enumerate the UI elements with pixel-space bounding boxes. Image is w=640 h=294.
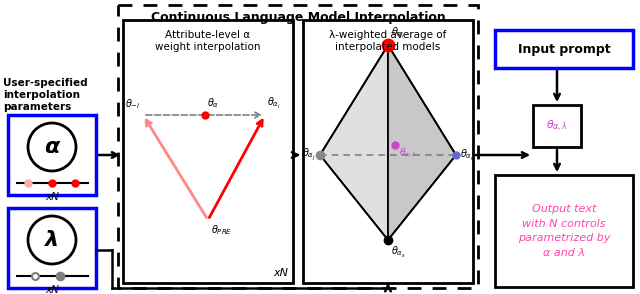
Text: $\theta_{\alpha_i}$: $\theta_{\alpha_i}$ <box>267 96 281 111</box>
Polygon shape <box>388 45 456 240</box>
FancyBboxPatch shape <box>533 105 581 147</box>
Text: $\theta_{\alpha}$: $\theta_{\alpha}$ <box>207 96 220 110</box>
Text: Input prompt: Input prompt <box>518 43 611 56</box>
Polygon shape <box>320 45 388 240</box>
Text: Continuous Language Model Interpolation: Continuous Language Model Interpolation <box>150 11 445 24</box>
Text: xN: xN <box>273 268 288 278</box>
Text: xN: xN <box>45 192 59 202</box>
FancyBboxPatch shape <box>8 208 96 288</box>
FancyBboxPatch shape <box>495 175 633 287</box>
Text: Output text
with N controls
parametrized by
α and λ: Output text with N controls parametrized… <box>518 204 611 258</box>
Circle shape <box>28 216 76 264</box>
Text: $\theta_{\alpha_r}$: $\theta_{\alpha_r}$ <box>391 26 406 41</box>
FancyBboxPatch shape <box>8 115 96 195</box>
FancyBboxPatch shape <box>118 5 478 288</box>
Text: $\theta_{\alpha_j}$: $\theta_{\alpha_j}$ <box>302 147 316 163</box>
FancyBboxPatch shape <box>123 20 293 283</box>
Text: xN: xN <box>45 285 59 294</box>
FancyBboxPatch shape <box>303 20 473 283</box>
FancyBboxPatch shape <box>495 30 633 68</box>
Text: $\theta_{\alpha_s}$: $\theta_{\alpha_s}$ <box>391 245 406 260</box>
Text: α: α <box>44 137 60 157</box>
Text: $\theta_{\alpha,\lambda}$: $\theta_{\alpha,\lambda}$ <box>399 147 417 159</box>
Text: $\theta_{\alpha_r}$: $\theta_{\alpha_r}$ <box>460 148 475 163</box>
Text: $\theta_{-i}$: $\theta_{-i}$ <box>125 97 141 111</box>
Text: $\theta_{\alpha,\lambda}$: $\theta_{\alpha,\lambda}$ <box>546 118 568 133</box>
Circle shape <box>28 123 76 171</box>
Text: $\theta_{PRE}$: $\theta_{PRE}$ <box>211 223 232 237</box>
Text: User-specified
interpolation
parameters: User-specified interpolation parameters <box>3 78 88 112</box>
Text: Attribute-level α
weight interpolation: Attribute-level α weight interpolation <box>156 30 260 52</box>
Text: λ-weighted average of
interpolated models: λ-weighted average of interpolated model… <box>330 30 447 52</box>
Text: λ: λ <box>45 230 59 250</box>
